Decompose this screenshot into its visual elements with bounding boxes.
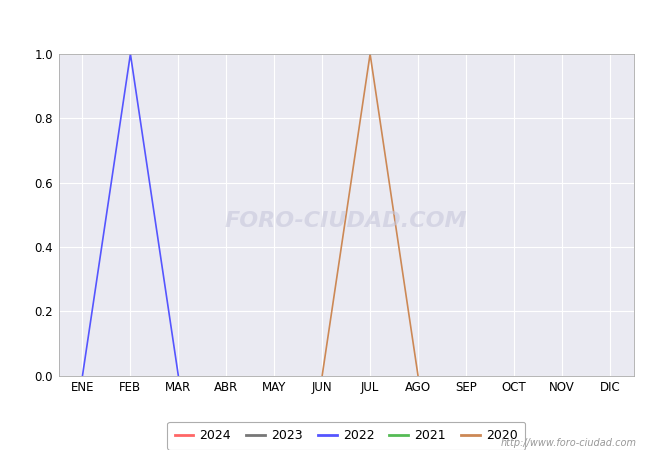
Legend: 2024, 2023, 2022, 2021, 2020: 2024, 2023, 2022, 2021, 2020 xyxy=(167,422,525,450)
Text: http://www.foro-ciudad.com: http://www.foro-ciudad.com xyxy=(501,438,637,448)
Text: Matriculaciones de Vehiculos en Piérnigas: Matriculaciones de Vehiculos en Piérniga… xyxy=(136,19,514,37)
Text: FORO-CIUDAD.COM: FORO-CIUDAD.COM xyxy=(225,212,467,231)
